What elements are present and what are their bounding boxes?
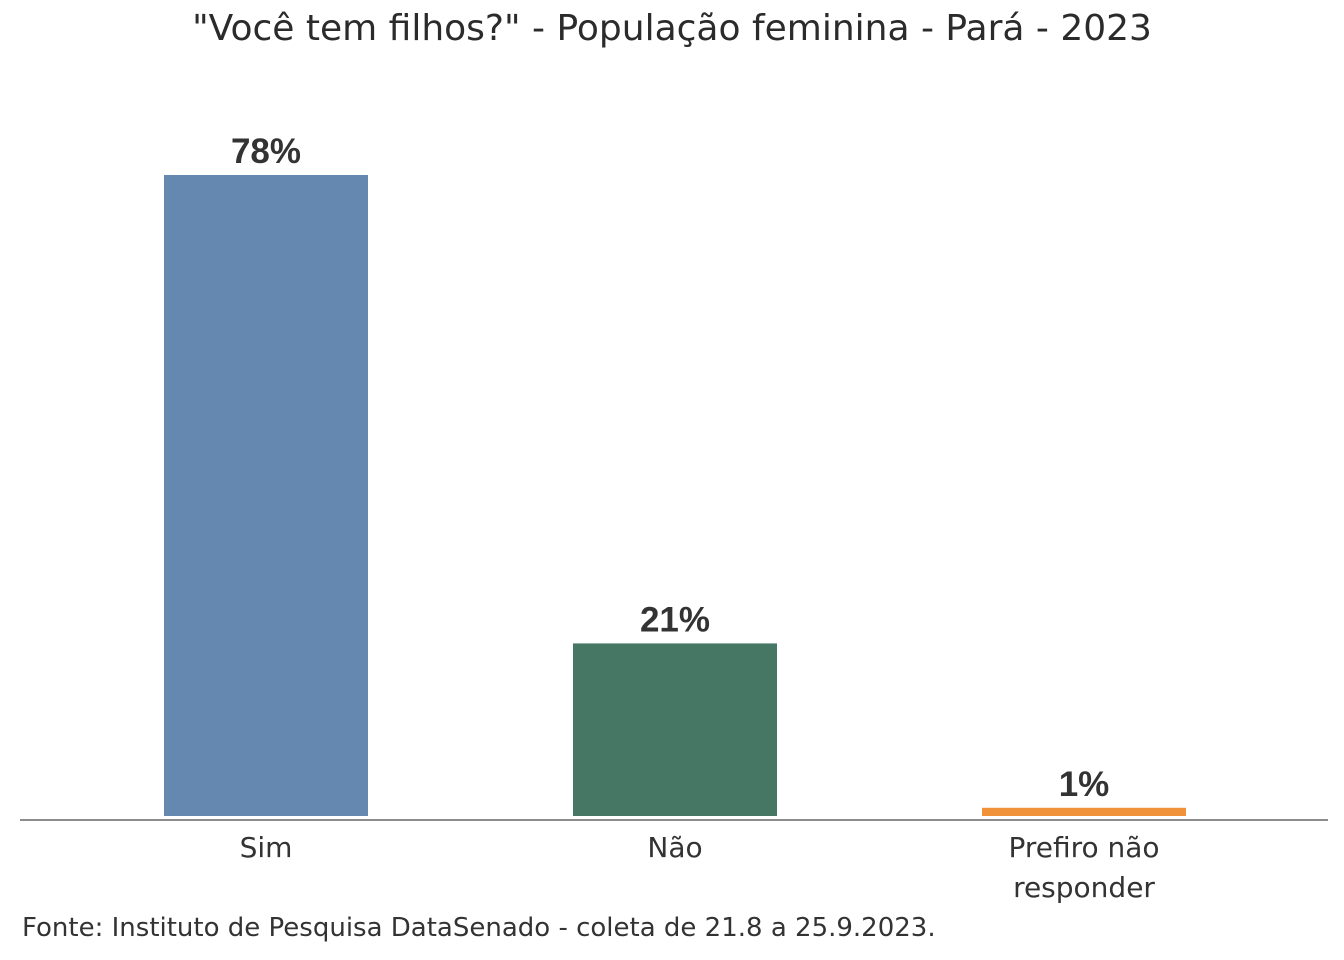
bars-layer: [164, 175, 1186, 816]
ticks-layer: Sim Não Prefiro não responder: [240, 831, 1160, 904]
category-label-line: responder: [1013, 871, 1155, 904]
category-label-line: Não: [647, 831, 702, 864]
bar-2: [982, 807, 1186, 816]
labels-layer: 78% 21% 1%: [231, 132, 1109, 804]
bar-1: [573, 643, 777, 816]
bar-0: [164, 175, 368, 816]
category-label-1: Não: [647, 831, 702, 864]
category-label-0: Sim: [240, 831, 293, 864]
category-label-line: Prefiro não: [1008, 831, 1159, 864]
data-label-0: 78%: [231, 132, 301, 171]
data-label-2: 1%: [1059, 765, 1110, 804]
data-label-1: 21%: [640, 600, 710, 639]
chart-title: "Você tem filhos?" - População feminina …: [192, 8, 1152, 49]
source-note: Fonte: Instituto de Pesquisa DataSenado …: [22, 913, 936, 943]
category-label-line: Sim: [240, 831, 293, 864]
category-label-2: Prefiro não responder: [1008, 831, 1159, 904]
